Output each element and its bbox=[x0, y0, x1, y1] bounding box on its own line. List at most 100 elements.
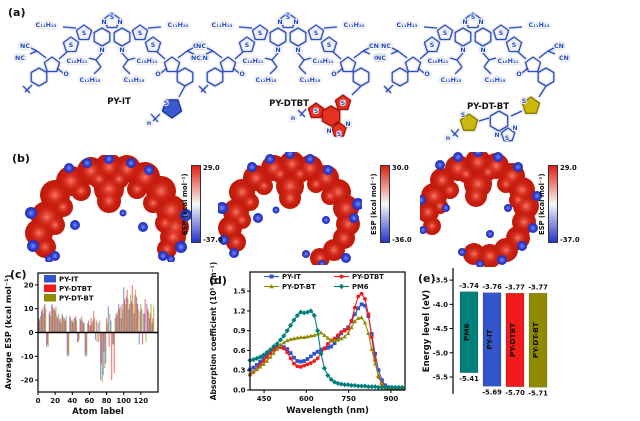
svg-text:-3.77: -3.77 bbox=[505, 284, 525, 292]
colorbar-min-value: -36.0 bbox=[392, 236, 412, 244]
svg-text:PY-IT: PY-IT bbox=[485, 329, 494, 349]
svg-text:O: O bbox=[424, 71, 430, 78]
colorbar-axis-label: ESP (kcal mol⁻¹) bbox=[370, 173, 378, 235]
svg-text:C₁₀H₂₁: C₁₀H₂₁ bbox=[137, 58, 158, 65]
svg-text:C₁₂H₂₅: C₁₂H₂₅ bbox=[80, 77, 101, 84]
svg-text:PM6: PM6 bbox=[462, 323, 471, 341]
svg-text:S: S bbox=[138, 30, 143, 37]
svg-text:S: S bbox=[443, 30, 448, 37]
svg-text:0.6: 0.6 bbox=[233, 347, 246, 355]
svg-text:NC: NC bbox=[191, 55, 201, 62]
svg-text:C₁₀H₂₁: C₁₀H₂₁ bbox=[67, 58, 88, 65]
colorbar-min-value: -37.0 bbox=[560, 236, 580, 244]
svg-text:O: O bbox=[516, 71, 522, 78]
svg-text:0: 0 bbox=[36, 397, 41, 405]
svg-text:-4.0: -4.0 bbox=[433, 301, 448, 309]
svg-text:60: 60 bbox=[85, 397, 95, 405]
svg-text:450: 450 bbox=[257, 395, 272, 403]
svg-text:N: N bbox=[119, 47, 124, 54]
svg-text:CN: CN bbox=[369, 43, 379, 50]
svg-text:100: 100 bbox=[116, 397, 131, 405]
svg-text:CN: CN bbox=[193, 43, 203, 50]
colorbar-max-value: 29.0 bbox=[560, 164, 577, 172]
svg-text:N: N bbox=[512, 125, 517, 132]
svg-text:N: N bbox=[117, 19, 122, 26]
svg-text:C₁₁H₂₃: C₁₁H₂₃ bbox=[212, 22, 233, 29]
svg-text:CN: CN bbox=[554, 43, 564, 50]
svg-text:n: n bbox=[446, 135, 450, 142]
svg-text:NC: NC bbox=[15, 55, 25, 62]
svg-text:PM6: PM6 bbox=[352, 283, 369, 291]
svg-text:C₁₀H₂₁: C₁₀H₂₁ bbox=[428, 58, 449, 65]
svg-text:S: S bbox=[337, 131, 341, 138]
svg-text:-5.71: -5.71 bbox=[528, 390, 548, 398]
svg-text:750: 750 bbox=[341, 395, 356, 403]
svg-text:C₁₂H₂₅: C₁₂H₂₅ bbox=[256, 77, 277, 84]
chart-absorption: 450 600 750 900 0.0 0.3 0.6 0.9 1.2 1.5 Wavelength… bbox=[209, 262, 406, 416]
svg-text:N: N bbox=[460, 47, 465, 54]
esp-map-py-it bbox=[25, 155, 192, 262]
svg-text:S: S bbox=[512, 42, 517, 49]
svg-text:S: S bbox=[505, 135, 509, 142]
svg-text:CN: CN bbox=[559, 55, 569, 62]
svg-text:NC: NC bbox=[376, 55, 386, 62]
colorbar-esp-1: ESP (kcal mol⁻¹) 29.0 -37.0 bbox=[181, 164, 225, 244]
svg-text:n: n bbox=[291, 115, 295, 122]
svg-text:S: S bbox=[151, 42, 156, 49]
svg-text:Average ESP (kcal mol⁻¹): Average ESP (kcal mol⁻¹) bbox=[3, 274, 13, 389]
svg-text:-5.41: -5.41 bbox=[459, 375, 479, 383]
colorbar-esp-3: ESP (kcal mol⁻¹) 29.0 -37.0 bbox=[538, 164, 582, 244]
svg-text:Atom label: Atom label bbox=[72, 407, 124, 417]
colorbar-axis-label: ESP (kcal mol⁻¹) bbox=[181, 173, 189, 235]
svg-text:S: S bbox=[258, 30, 263, 37]
colorbar-max-value: 29.0 bbox=[203, 164, 220, 172]
panel-label-a: (a) bbox=[8, 6, 26, 19]
svg-text:N: N bbox=[277, 19, 282, 26]
svg-text:S: S bbox=[461, 112, 466, 119]
svg-text:C₁₀H₂₁: C₁₀H₂₁ bbox=[243, 58, 264, 65]
molecule-name-py-dtbt: PY-DTBT bbox=[269, 99, 309, 109]
svg-text:S: S bbox=[522, 98, 527, 105]
svg-text:C₁₂H₂₅: C₁₂H₂₅ bbox=[485, 77, 506, 84]
svg-text:S: S bbox=[341, 100, 346, 107]
svg-text:1.2: 1.2 bbox=[233, 307, 246, 315]
svg-text:N: N bbox=[494, 132, 499, 139]
svg-text:PY-DT-BT: PY-DT-BT bbox=[282, 283, 316, 291]
svg-text:C₁₂H₂₅: C₁₂H₂₅ bbox=[124, 77, 145, 84]
svg-text:S: S bbox=[327, 42, 332, 49]
svg-text:-5.0: -5.0 bbox=[433, 349, 448, 357]
svg-text:PY-DTBT: PY-DTBT bbox=[508, 323, 517, 357]
svg-text:Absorption coefficient (10⁵ cm: Absorption coefficient (10⁵ cm⁻¹) bbox=[209, 262, 218, 400]
svg-text:0.3: 0.3 bbox=[233, 367, 246, 375]
svg-text:40: 40 bbox=[67, 397, 77, 405]
svg-text:C₁₀H₂₁: C₁₀H₂₁ bbox=[498, 58, 519, 65]
svg-text:S: S bbox=[471, 14, 476, 21]
colorbar-gradient bbox=[380, 165, 390, 243]
svg-text:20: 20 bbox=[50, 397, 60, 405]
svg-text:Energy level (eV): Energy level (eV) bbox=[422, 290, 432, 372]
svg-text:NC: NC bbox=[196, 43, 206, 50]
svg-text:-10: -10 bbox=[21, 353, 34, 361]
svg-text:-5.70: -5.70 bbox=[505, 389, 525, 397]
colorbar-esp-2: ESP (kcal mol⁻¹) 30.0 -36.0 bbox=[370, 164, 414, 244]
svg-text:PY-IT: PY-IT bbox=[59, 276, 79, 284]
svg-text:CN: CN bbox=[374, 55, 384, 62]
svg-text:S: S bbox=[110, 14, 115, 21]
svg-text:O: O bbox=[155, 71, 161, 78]
molecule-name-py-dt-bt: PY-DT-BT bbox=[466, 102, 510, 112]
svg-text:600: 600 bbox=[299, 395, 314, 403]
svg-text:NC: NC bbox=[381, 43, 391, 50]
svg-text:PY-DTBT: PY-DTBT bbox=[59, 285, 92, 293]
svg-text:-3.76: -3.76 bbox=[482, 283, 502, 291]
svg-text:C₁₁H₂₃: C₁₁H₂₃ bbox=[529, 22, 550, 29]
svg-text:-3.74: -3.74 bbox=[459, 282, 479, 290]
svg-text:N: N bbox=[293, 19, 298, 26]
svg-text:0.9: 0.9 bbox=[233, 327, 246, 335]
colorbar-min-value: -37.0 bbox=[203, 236, 223, 244]
svg-text:N: N bbox=[275, 47, 280, 54]
colorbar-gradient bbox=[191, 165, 201, 243]
svg-text:N: N bbox=[295, 47, 300, 54]
colorbar-max-value: 30.0 bbox=[392, 164, 409, 172]
